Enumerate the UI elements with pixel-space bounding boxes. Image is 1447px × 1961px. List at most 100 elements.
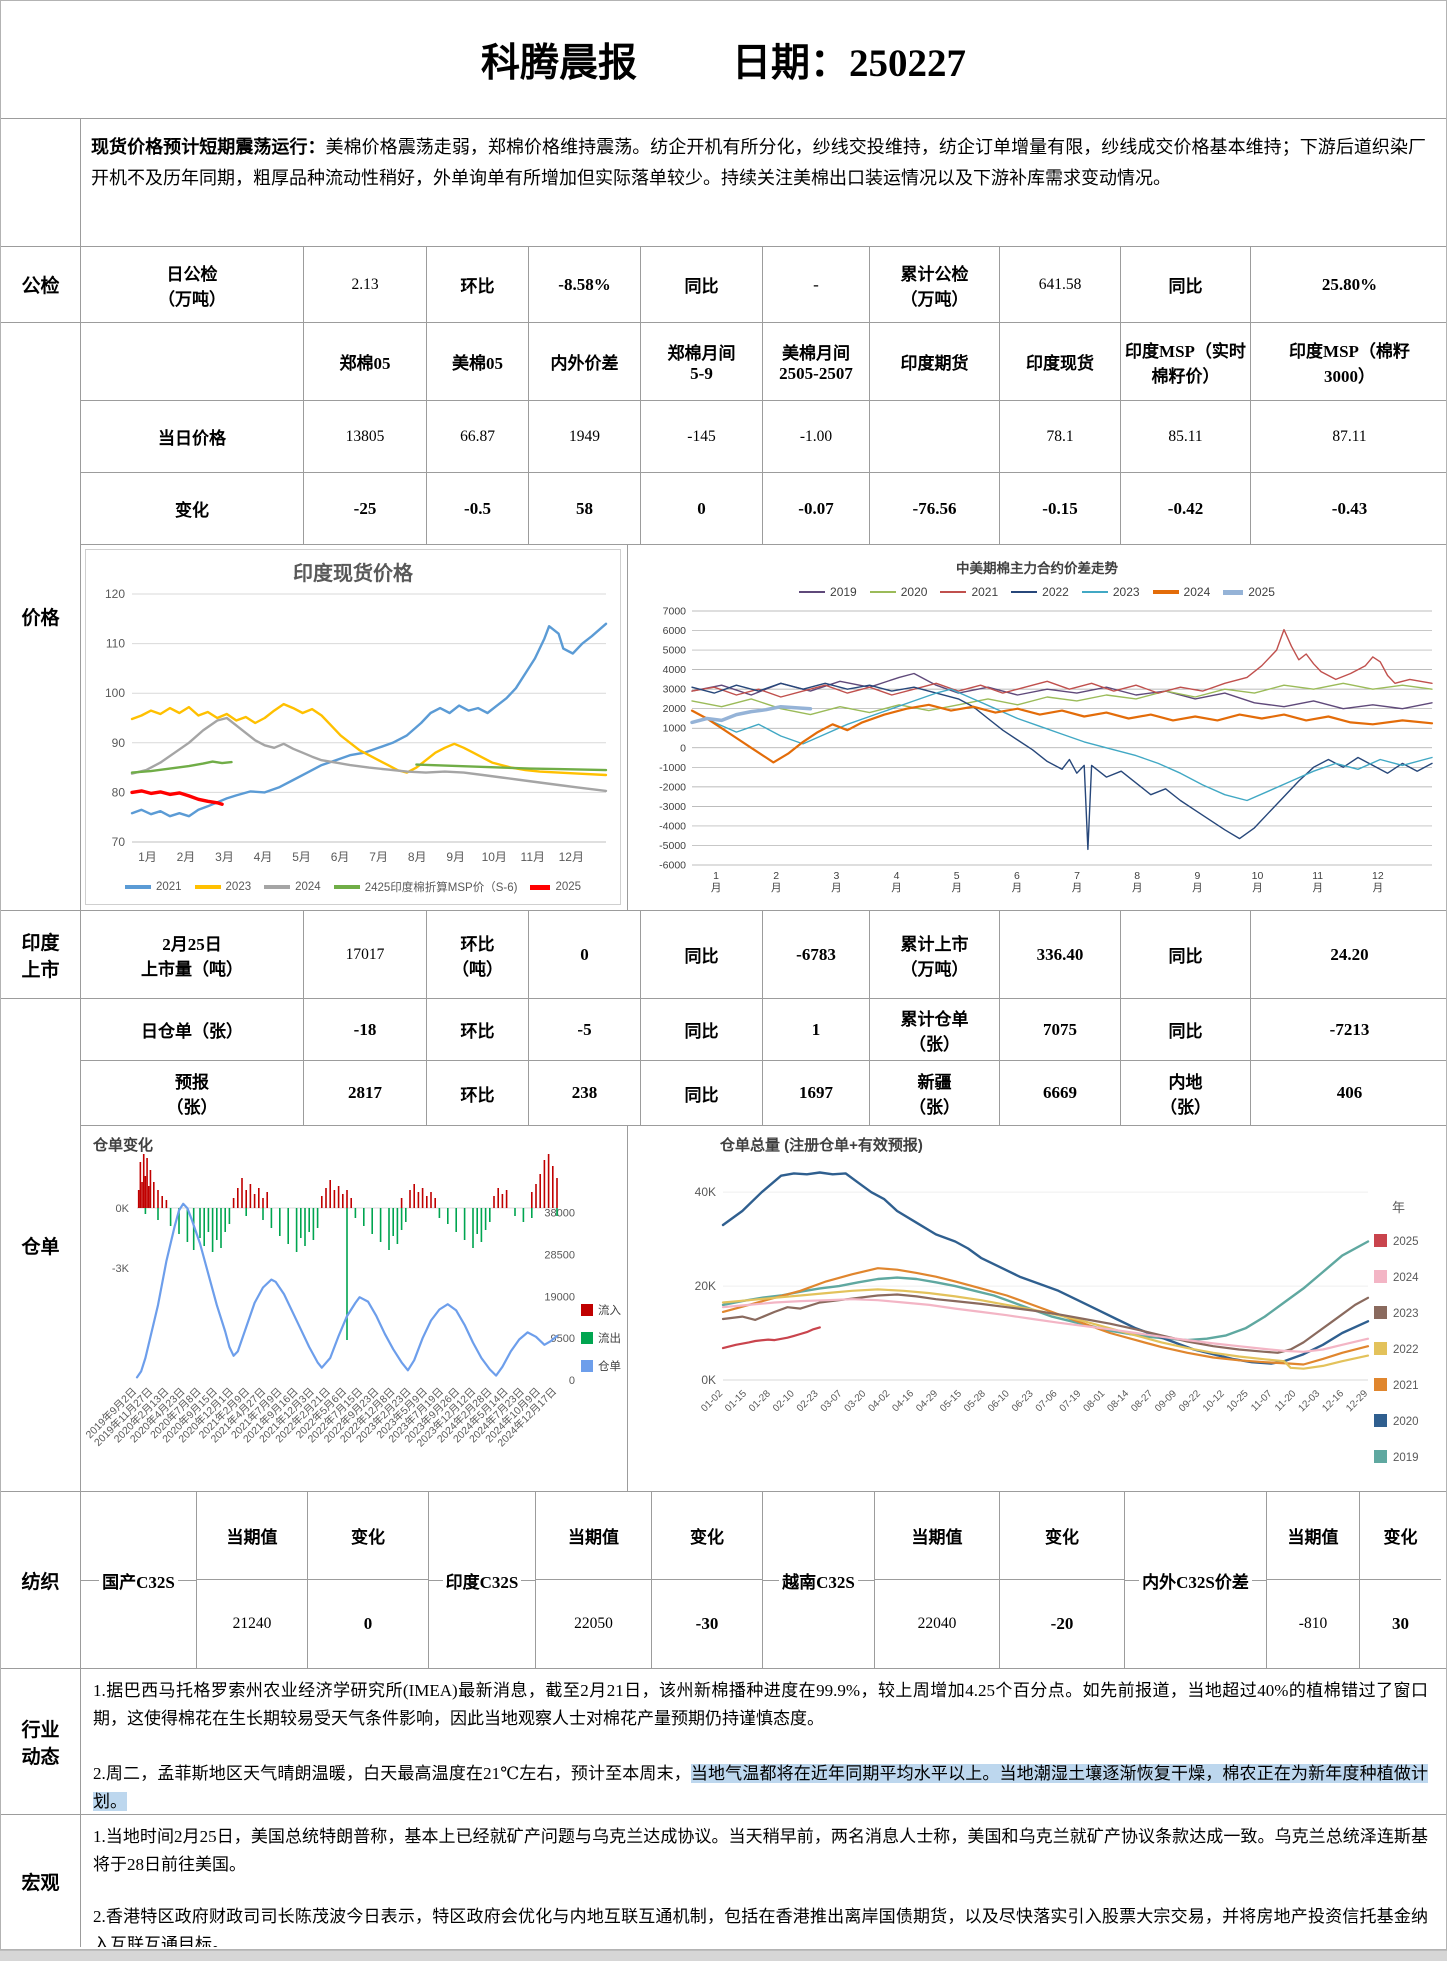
svg-text:0K: 0K — [116, 1203, 130, 1215]
cell-label: 印度MSP（棉籽 3000） — [1250, 323, 1446, 400]
cell-value: -18 — [303, 999, 426, 1060]
svg-text:-3000: -3000 — [659, 801, 686, 813]
legend-item: 2019 — [799, 585, 857, 599]
cell-value: 406 — [1250, 1061, 1446, 1125]
cell-value: -8.58% — [528, 247, 640, 322]
cell-value — [869, 401, 999, 472]
industry-news-content: 1.据巴西马托格罗索州农业经济学研究所(IMEA)最新消息，截至2月21日，该州… — [81, 1669, 1446, 1814]
svg-text:7月: 7月 — [369, 850, 388, 864]
cell-value: 641.58 — [999, 247, 1120, 322]
cell-label: 印度期货 — [869, 323, 999, 400]
spread-plot: 7000 6000 5000 4000 3000 2000 1000 0 -1000 -2000 -… — [659, 607, 1434, 894]
svg-text:110: 110 — [106, 637, 125, 651]
cell-value: -0.07 — [762, 473, 869, 544]
cell-value: 0 — [528, 911, 640, 998]
svg-text:5月: 5月 — [292, 850, 311, 864]
svg-text:7月: 7月 — [1072, 870, 1083, 894]
legend-item: 2020 — [869, 585, 927, 599]
svg-text:70: 70 — [112, 835, 126, 849]
textile-group-name: 越南C32S — [762, 1492, 874, 1668]
svg-text:流出: 流出 — [598, 1331, 621, 1345]
cell-label: 变化 — [307, 1492, 428, 1580]
svg-text:09-22: 09-22 — [1177, 1388, 1203, 1414]
cell-value: -6783 — [762, 911, 869, 998]
svg-text:09-09: 09-09 — [1153, 1388, 1179, 1414]
svg-text:-5000: -5000 — [659, 840, 686, 852]
cell-label: 累计公检 （万吨） — [869, 247, 999, 322]
svg-text:4000: 4000 — [663, 664, 687, 676]
cell-label: 同比 — [640, 999, 762, 1060]
cell-label: 同比 — [640, 911, 762, 998]
cell-value: -20 — [999, 1580, 1124, 1668]
svg-text:1月: 1月 — [711, 870, 722, 894]
cell-value: -76.56 — [869, 473, 999, 544]
bottom-edge — [0, 1950, 1447, 1961]
macro-item-1: 1.当地时间2月25日，美国总统特朗普称，基本上已经就矿产问题与乌克兰达成协议。… — [93, 1827, 1428, 1874]
cell-label: 同比 — [1120, 247, 1250, 322]
cell-label: 累计上市 （万吨） — [869, 911, 999, 998]
svg-text:8月: 8月 — [1132, 870, 1143, 894]
cell-label: 变化 — [999, 1492, 1124, 1580]
svg-text:10月: 10月 — [482, 850, 507, 864]
svg-text:2021: 2021 — [1393, 1380, 1419, 1392]
svg-text:2000: 2000 — [663, 703, 687, 715]
price-charts-row: 印度现货价格 70 80 90 100 110 120 1月 2月 3月 4月 5月 6月 7月 8月 9月… — [81, 544, 1446, 910]
svg-text:-2000: -2000 — [659, 781, 686, 793]
legend-item: 2023 — [194, 881, 251, 893]
cell-value: 0 — [307, 1580, 428, 1668]
svg-text:02-10: 02-10 — [771, 1388, 797, 1414]
report-date: 日期：250227 — [732, 41, 967, 85]
industry-news-label: 行业 动态 — [1, 1669, 81, 1814]
cell-value: 30 — [1359, 1580, 1441, 1668]
svg-text:2022: 2022 — [1393, 1344, 1419, 1356]
cell-label: 变化 — [651, 1492, 762, 1580]
textile-group-name: 内外C32S价差 — [1124, 1492, 1266, 1668]
cell-label: 2月25日 上市量（吨） — [141, 934, 243, 979]
svg-text:10-25: 10-25 — [1225, 1388, 1251, 1414]
cell-value: 21240 — [196, 1580, 307, 1668]
legend-item: 2021 — [940, 585, 998, 599]
cell-value: 17017 — [303, 911, 426, 998]
svg-text:7000: 7000 — [663, 607, 687, 618]
textile-section: 纺织 国产C32S 当期值 变化 印度C32S 当期值 变化 越南C32S 当期… — [1, 1491, 1446, 1668]
cell-value: 238 — [528, 1061, 640, 1125]
summary-lead: 现货价格预计短期震荡运行： — [91, 137, 326, 157]
cell-label: 环比 — [426, 247, 528, 322]
cell-value: 85.11 — [1120, 401, 1250, 472]
india-spot-plot: 70 80 90 100 110 120 1月 2月 3月 4月 5月 6月 7月 8月 9月 10月 11月 1… — [105, 587, 608, 864]
svg-text:6月: 6月 — [1012, 870, 1023, 894]
legend-item: 2025 — [1223, 585, 1275, 599]
svg-text:80: 80 — [112, 785, 126, 799]
cell-label: 郑棉05 — [303, 323, 426, 400]
inspection-section: 公检 日公检 （万吨） 2.13 环比 -8.58% 同比 - 累计公检 （万吨… — [1, 246, 1446, 322]
price-change-row: 变化 -25 -0.5 58 0 -0.07 -76.56 -0.15 -0.4… — [81, 472, 1446, 544]
cell-label: 同比 — [640, 1061, 762, 1125]
receipt-change-plot: 0K-3K380002850019000950002019年9月2日2019年1… — [83, 1154, 621, 1449]
cell-label: 日公检 （万吨） — [158, 264, 226, 309]
cell-value: -7213 — [1250, 999, 1446, 1060]
receipt-charts-row: 仓单变化 0K -3K 38000 28500 19000 9500 0 2019年9月2日 2… — [81, 1125, 1446, 1491]
svg-text:10月: 10月 — [1252, 870, 1264, 894]
cell-value: 58 — [528, 473, 640, 544]
svg-text:05-28: 05-28 — [962, 1388, 988, 1414]
svg-text:9月: 9月 — [446, 850, 465, 864]
industry-item-2: 2.周二，孟菲斯地区天气晴朗温暖，白天最高温度在21℃左右，预计至本周末，当地气… — [93, 1764, 1429, 1811]
svg-text:2019: 2019 — [1393, 1452, 1419, 1464]
svg-text:05-15: 05-15 — [938, 1388, 964, 1414]
svg-text:3000: 3000 — [663, 684, 687, 696]
svg-text:01-28: 01-28 — [747, 1388, 773, 1414]
cell-value: 87.11 — [1250, 401, 1446, 472]
textile-group-name: 印度C32S — [428, 1492, 535, 1668]
cell-label: 郑棉月间 5-9 — [640, 323, 762, 400]
inspection-row: 日公检 （万吨） 2.13 环比 -8.58% 同比 - 累计公检 （万吨） 6… — [81, 247, 1446, 322]
legend-item: 2025 — [530, 881, 581, 893]
svg-text:07-06: 07-06 — [1034, 1388, 1060, 1414]
cell-value: -145 — [640, 401, 762, 472]
cell-value: 1697 — [762, 1061, 869, 1125]
cell-label: 内地 （张） — [1120, 1061, 1250, 1125]
svg-text:-4000: -4000 — [659, 820, 686, 832]
svg-text:12月: 12月 — [559, 850, 584, 864]
textile-group-name: 国产C32S — [81, 1492, 196, 1668]
macro-section: 宏观 1.当地时间2月25日，美国总统特朗普称，基本上已经就矿产问题与乌克兰达成… — [1, 1814, 1446, 1947]
